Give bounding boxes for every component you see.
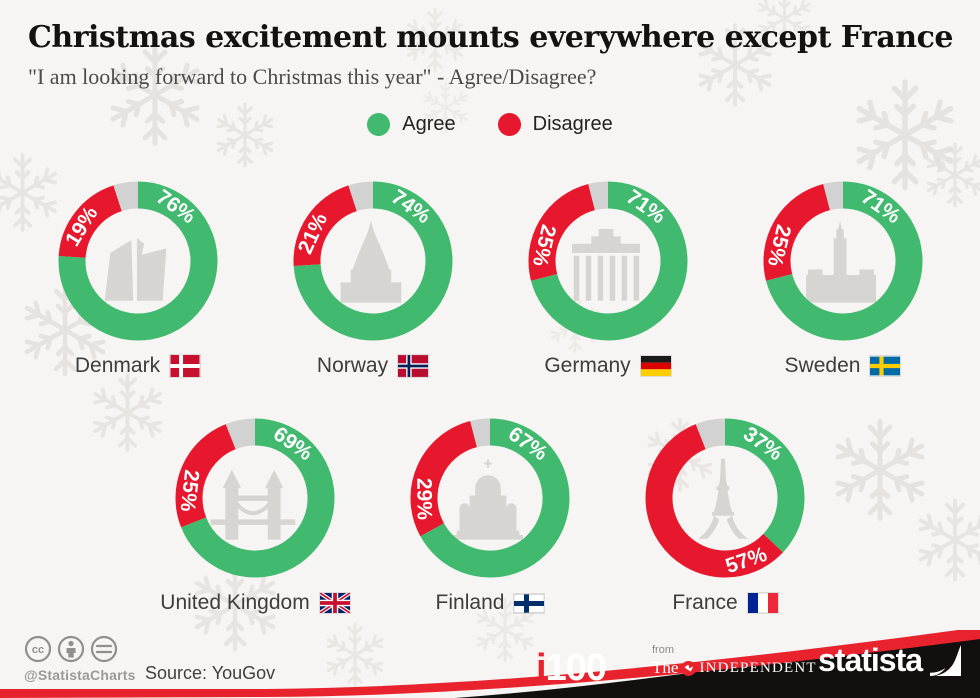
donut-card-sweden: 71% 25% Sweden: [758, 176, 928, 378]
donut-segment: [58, 181, 217, 341]
france-flag-icon: [747, 593, 778, 613]
sweden-flag-icon: [870, 356, 901, 376]
disagree-color-dot: [497, 113, 521, 136]
donut-card-finland: 67% 29% Finland: [405, 413, 575, 615]
percent-label: 25%: [176, 468, 204, 513]
united-kingdom-donut-chart: 69%25%: [175, 418, 335, 578]
country-name: Germany: [544, 354, 631, 377]
germany-landmark-silhouette: [571, 229, 640, 301]
finland-donut-chart: 67%29%: [410, 418, 570, 578]
donut-segment: [822, 181, 843, 211]
sweden-donut-chart: 71%25%: [762, 181, 922, 341]
donut-segment: [225, 418, 256, 450]
denmark-donut-chart: 76%19%: [58, 181, 217, 341]
country-label: Finland: [436, 591, 545, 615]
creative-commons-icons: cc: [24, 635, 118, 663]
country-label: United Kingdom: [160, 591, 350, 615]
germany-donut-chart: 71%25%: [527, 181, 687, 341]
donut-segment: [293, 185, 357, 266]
independent-logo: from The INDEPENDENT: [652, 644, 817, 678]
donut-segment: [763, 183, 830, 281]
donut-segment: [530, 181, 687, 341]
denmark-flag-icon: [170, 355, 200, 377]
denmark-landmark-silhouette: [104, 238, 166, 301]
agree-label: Agree: [402, 113, 456, 135]
source-text: Source: YouGov: [145, 663, 276, 683]
germany-flag-icon: [640, 356, 671, 376]
i100-logo-number: 100: [545, 647, 607, 689]
page-title: Christmas excitement mounts everywhere e…: [28, 20, 953, 55]
donut-segment: [112, 181, 139, 212]
country-label: Sweden: [785, 354, 901, 378]
donut-segment: [410, 420, 478, 537]
donut-segment: [347, 181, 374, 212]
donut-card-united-kingdom: 69% 25% United Kingdom: [160, 413, 350, 615]
donut-card-france: 37% 57% France: [640, 413, 810, 615]
legend-item-disagree: Disagree: [497, 113, 613, 136]
footer-bar: cc @StatistaCharts Source: YouGov i100 f…: [0, 630, 980, 698]
donut-card-denmark: 76% 19% Denmark: [53, 176, 223, 378]
finland-flag-icon: [514, 593, 545, 613]
percent-label: 29%: [412, 478, 436, 521]
country-name: Finland: [435, 591, 505, 614]
donut-segment: [645, 424, 783, 578]
statista-wordmark: statista: [818, 642, 923, 678]
svg-text:cc: cc: [32, 644, 44, 656]
donut-segment: [470, 418, 491, 448]
i100-logo-i: i: [536, 647, 547, 689]
country-name: United Kingdom: [160, 591, 310, 614]
country-label: Norway: [316, 354, 429, 378]
norway-landmark-silhouette: [340, 220, 401, 303]
independent-the: The: [652, 658, 679, 677]
country-label: France: [672, 591, 778, 615]
donut-segment: [293, 181, 452, 341]
donut-segment: [58, 185, 122, 259]
i100-logo: i100: [536, 647, 607, 690]
norway-donut-chart: 74%21%: [293, 181, 452, 341]
country-label: Germany: [544, 354, 671, 378]
donut-segment: [420, 418, 570, 578]
finland-landmark-silhouette: [453, 459, 523, 540]
france-landmark-silhouette: [698, 458, 748, 539]
country-name: Sweden: [784, 354, 861, 377]
legend: Agree Disagree: [0, 113, 980, 136]
donut-segment: [181, 418, 335, 578]
country-name: Norway: [316, 354, 389, 377]
donut-segment: [528, 183, 595, 281]
statista-logo-icon: [930, 645, 962, 676]
donut-row-2: 69% 25% United Kingdom 67% 29% Finland: [0, 413, 980, 615]
statista-charts-handle: @StatistaCharts: [24, 667, 136, 683]
legend-item-agree: Agree: [367, 113, 456, 136]
statista-logo: statista: [818, 642, 962, 679]
uk-flag-icon: [319, 593, 350, 613]
sweden-landmark-silhouette: [805, 220, 876, 303]
country-label: Denmark: [75, 354, 200, 378]
attribution-person-icon: [66, 640, 76, 658]
donut-row-1: 76% 19% Denmark 74% 21% Norway: [0, 176, 980, 378]
from-label: from: [652, 644, 674, 656]
agree-color-dot: [367, 113, 391, 136]
donut-segment: [175, 424, 237, 528]
country-name: France: [672, 591, 738, 614]
donut-segment: [724, 418, 805, 553]
chart-subtitle: "I am looking forward to Christmas this …: [28, 64, 597, 89]
independent-eagle-icon: [681, 660, 697, 676]
uk-landmark-silhouette: [210, 469, 296, 540]
donut-segment: [765, 181, 922, 341]
footer-swoosh-graphic: [0, 630, 980, 698]
donut-segment: [695, 418, 726, 450]
donut-card-germany: 71% 25% Germany: [523, 176, 693, 378]
donut-card-norway: 74% 21% Norway: [288, 176, 458, 378]
country-name: Denmark: [74, 354, 161, 377]
independent-wordmark: INDEPENDENT: [699, 659, 817, 676]
norway-flag-icon: [398, 355, 429, 377]
france-donut-chart: 37%57%: [645, 418, 805, 578]
disagree-label: Disagree: [532, 113, 613, 135]
donut-segment: [587, 181, 608, 211]
